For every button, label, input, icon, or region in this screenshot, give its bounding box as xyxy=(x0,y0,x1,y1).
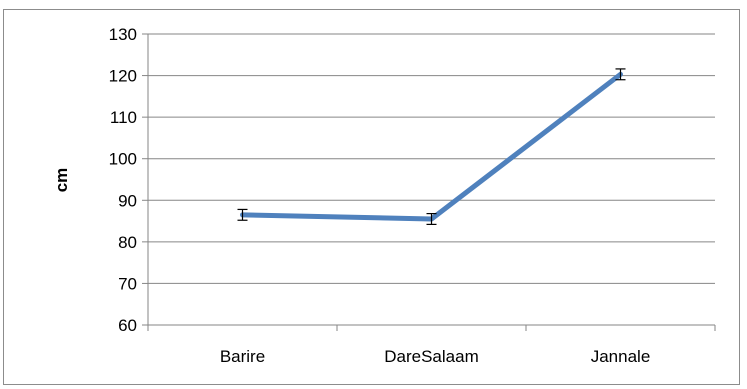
y-tick-label: 90 xyxy=(118,191,137,210)
y-tick-label: 110 xyxy=(110,108,137,127)
y-tick-label: 80 xyxy=(118,233,137,252)
y-tick-label: 130 xyxy=(109,25,137,44)
x-tick-label: Jannale xyxy=(591,347,651,366)
y-axis-label: cm xyxy=(52,168,71,193)
gridlines xyxy=(148,33,715,284)
x-tick-labels: Barire DareSalaam Jannale xyxy=(220,347,650,366)
y-tick-labels: 60 70 80 90 100 110 120 130 xyxy=(109,25,137,335)
x-tick-label: DareSalaam xyxy=(384,347,479,366)
y-tick-label: 100 xyxy=(109,150,137,169)
series-group xyxy=(237,68,626,225)
series-line xyxy=(240,71,623,222)
x-tick-label: Barire xyxy=(220,347,265,366)
y-tick-label: 60 xyxy=(118,316,137,335)
y-tick-label: 70 xyxy=(118,274,137,293)
chart-frame xyxy=(3,9,740,385)
y-tick-label: 120 xyxy=(109,67,137,86)
axes xyxy=(142,33,716,331)
